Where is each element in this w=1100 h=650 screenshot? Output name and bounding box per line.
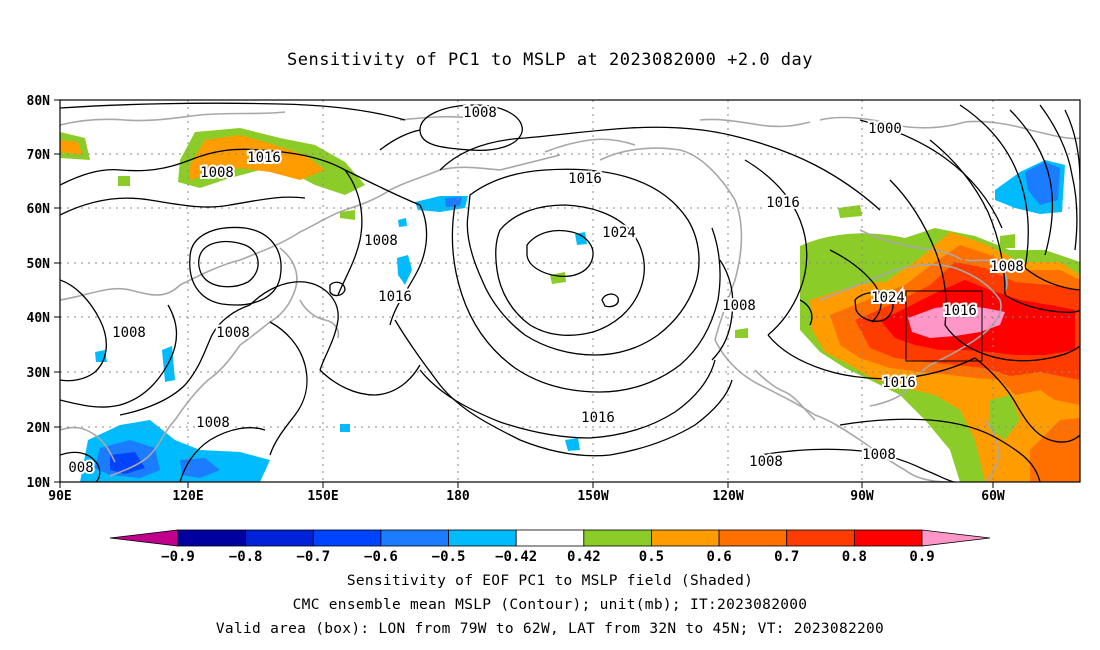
colorbar-label: 0.8 xyxy=(842,549,867,565)
contour-label: 1008 xyxy=(990,259,1024,275)
lon-label: 90W xyxy=(850,489,874,504)
contour-label: 1000 xyxy=(868,121,902,137)
contour-label: 1016 xyxy=(568,171,602,187)
colorbar-box xyxy=(651,529,720,547)
colorbar-box xyxy=(853,529,923,547)
colorbar-box xyxy=(380,529,449,547)
colorbar-label: −0.8 xyxy=(229,549,263,565)
colorbar-box xyxy=(448,529,517,547)
footer-line-2: CMC ensemble mean MSLP (Contour); unit(m… xyxy=(292,597,808,613)
contour-label: 1008 xyxy=(200,165,234,181)
colorbar-label: 0.5 xyxy=(639,549,664,565)
lat-label: 60N xyxy=(27,202,51,217)
contour-label: 1016 xyxy=(581,410,615,426)
lat-label: 80N xyxy=(27,94,51,109)
footer-line-1: Sensitivity of EOF PC1 to MSLP field (Sh… xyxy=(346,573,754,589)
lat-label: 20N xyxy=(27,421,51,436)
colorbar-label: −0.7 xyxy=(296,549,330,565)
lon-label: 90E xyxy=(48,489,71,504)
lon-label: 120E xyxy=(172,489,203,504)
contour-label: 1008 xyxy=(463,105,497,121)
lat-label: 40N xyxy=(27,311,51,326)
colorbar-label: −0.6 xyxy=(364,549,398,565)
contour-label: 1008 xyxy=(196,415,230,431)
colorbar-label: −0.9 xyxy=(161,549,195,565)
lat-label: 70N xyxy=(27,148,51,163)
contour-label: 1024 xyxy=(602,225,636,241)
contour-label: 1008 xyxy=(749,454,783,470)
valid-area-box xyxy=(905,290,983,362)
colorbar-box xyxy=(583,529,652,547)
lon-label: 150E xyxy=(307,489,338,504)
colorbar-label: 0.7 xyxy=(774,549,799,565)
lat-label: 50N xyxy=(27,257,51,272)
contour-label: 1016 xyxy=(882,375,916,391)
max-sensitivity xyxy=(908,305,1005,338)
colorbar-label: −0.42 xyxy=(495,549,537,565)
contour-label: 1016 xyxy=(247,150,281,166)
contour-label: 1008 xyxy=(364,233,398,249)
colorbar-box xyxy=(245,529,314,547)
colorbar-min-triangle xyxy=(109,529,179,547)
map-frame xyxy=(59,99,1081,483)
colorbar-label: 0.42 xyxy=(567,549,601,565)
colorbar: −0.9 −0.8 −0.7 −0.6 −0.5 −0.42 0.42 0.5 0.6 0.7 0.… xyxy=(109,529,991,565)
contour-label: 1008 xyxy=(722,298,756,314)
gridlines xyxy=(60,100,1080,482)
lon-label: 60W xyxy=(981,489,1005,504)
contour-label: 1016 xyxy=(378,289,412,305)
contour-labels: 1008 1016 1008 1016 1024 1016 1000 1008 … xyxy=(66,103,1026,478)
contour-label: 008 xyxy=(68,460,93,476)
plot-title: Sensitivity of PC1 to MSLP at 2023082000… xyxy=(286,50,813,70)
contour-label: 1008 xyxy=(112,325,146,341)
colorbar-label: 0.6 xyxy=(706,549,731,565)
contour-label: 1016 xyxy=(943,303,977,319)
longitude-labels: 90E 120E 150E 180 150W 120W 90W 60W xyxy=(48,489,1005,504)
colorbar-max-triangle xyxy=(921,529,991,547)
lon-label: 120W xyxy=(712,489,743,504)
latitude-labels: 80N 70N 60N 50N 40N 30N 20N 10N xyxy=(27,94,51,491)
colorbar-box xyxy=(515,529,585,547)
colorbar-box xyxy=(786,529,855,547)
contour-label: 1024 xyxy=(871,290,905,306)
coastlines xyxy=(60,111,1080,482)
contour-label: 1016 xyxy=(766,195,800,211)
lon-label: 150W xyxy=(577,489,608,504)
contour-label: 1008 xyxy=(216,325,250,341)
lat-label: 30N xyxy=(27,366,51,381)
contour-label: 1008 xyxy=(862,447,896,463)
colorbar-box xyxy=(177,529,247,547)
colorbar-box xyxy=(718,529,788,547)
colorbar-box xyxy=(312,529,382,547)
lon-label: 180 xyxy=(446,489,470,504)
lat-label: 10N xyxy=(27,476,51,491)
colorbar-label: 0.9 xyxy=(909,549,934,565)
footer-line-3: Valid area (box): LON from 79W to 62W, L… xyxy=(215,621,885,637)
mslp-contours xyxy=(60,102,1080,482)
colorbar-label: −0.5 xyxy=(432,549,466,565)
